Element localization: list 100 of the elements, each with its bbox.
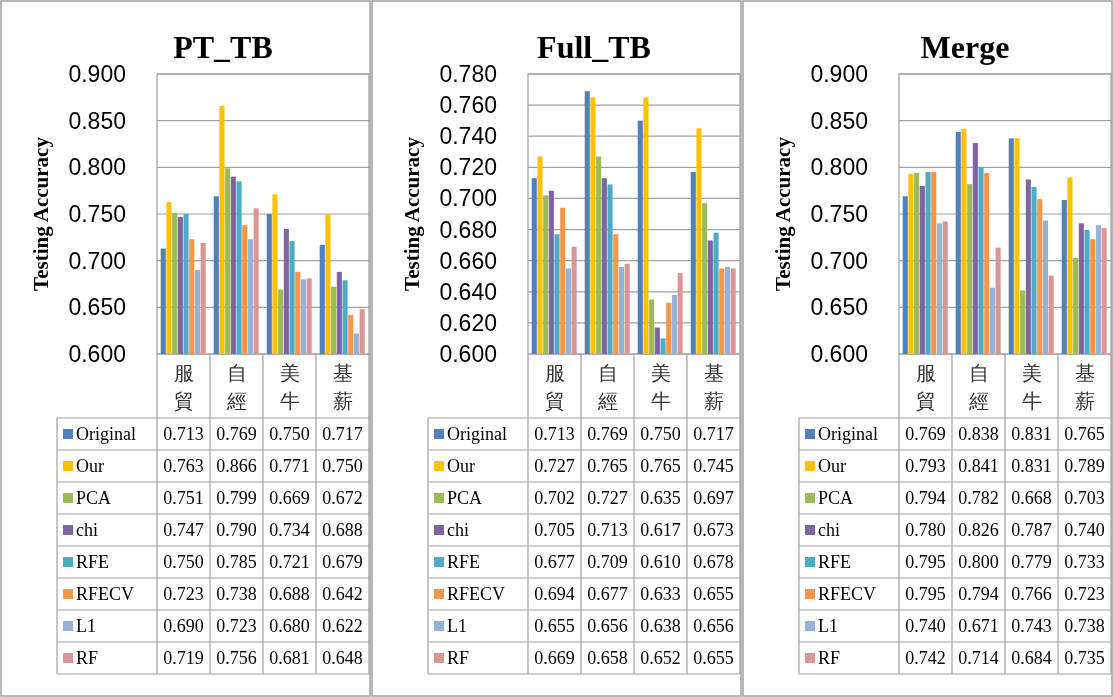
chart-title: Full_TB [537,29,651,65]
data-label: 0.738 [216,584,257,604]
x-tick-label: 服貿 [544,362,565,412]
data-label: 0.738 [1064,616,1105,636]
y-tick-label: 0.700 [68,247,126,274]
x-tick-label: 基薪 [703,362,724,412]
legend-label: RFECV [447,584,506,604]
y-tick-label: 0.850 [68,107,126,134]
data-label: 0.765 [1064,424,1105,444]
legend-label: PCA [447,488,483,508]
data-label: 0.826 [958,520,999,540]
y-tick-label: 0.780 [439,61,497,87]
data-label: 0.705 [534,520,575,540]
data-label: 0.717 [693,424,734,444]
data-label: 0.638 [640,616,681,636]
data-label: 0.831 [1011,424,1052,444]
y-tick-label: 0.900 [68,61,126,87]
y-tick-label: 0.620 [439,309,497,336]
y-tick-label: 0.850 [810,107,868,134]
y-axis-title: Testing Accuracy [29,136,53,291]
data-label: 0.694 [534,584,575,604]
legend-label: Original [76,424,136,444]
x-tick-label: 美牛 [279,362,300,412]
legend-label: Our [818,456,846,476]
data-label: 0.658 [587,648,628,668]
data-label: 0.766 [1011,584,1052,604]
data-label: 0.702 [534,488,575,508]
data-label: 0.838 [958,424,999,444]
data-label: 0.799 [216,488,257,508]
data-label: 0.673 [693,520,734,540]
data-label: 0.672 [322,488,363,508]
data-label: 0.740 [905,616,946,636]
data-label: 0.652 [640,648,681,668]
data-label: 0.690 [163,616,204,636]
data-label: 0.684 [1011,648,1052,668]
data-label: 0.642 [322,584,363,604]
data-label: 0.721 [269,552,310,572]
data-label: 0.681 [269,648,310,668]
y-tick-label: 0.760 [439,92,497,119]
data-label: 0.769 [587,424,628,444]
y-tick-label: 0.650 [68,294,126,321]
data-label: 0.635 [640,488,681,508]
y-tick-label: 0.650 [810,294,868,321]
data-label: 0.719 [163,648,204,668]
data-label: 0.769 [905,424,946,444]
y-tick-label: 0.720 [439,154,497,181]
data-label: 0.610 [640,552,681,572]
data-label: 0.622 [322,616,363,636]
data-label: 0.727 [534,456,575,476]
y-axis-title: Testing Accuracy [771,136,795,291]
data-label: 0.787 [1011,520,1052,540]
data-label: 0.771 [269,456,310,476]
data-label: 0.688 [269,584,310,604]
x-tick-label: 自經 [967,362,989,412]
legend-label: Original [447,424,507,444]
data-label: 0.765 [587,456,628,476]
y-tick-label: 0.600 [68,341,126,367]
legend-label: RFECV [818,584,877,604]
y-tick-label: 0.750 [68,201,126,227]
data-label: 0.789 [1064,456,1105,476]
legend-label: L1 [447,616,467,636]
data-label: 0.713 [163,424,204,444]
chart-title: Merge [920,29,1010,65]
x-tick-label: 美牛 [1021,362,1042,412]
data-label: 0.656 [693,616,734,636]
data-label: 0.713 [534,424,575,444]
y-tick-label: 0.680 [439,216,497,243]
data-label: 0.747 [163,520,204,540]
data-label: 0.793 [905,456,946,476]
data-label: 0.735 [1064,648,1105,668]
data-label: 0.841 [958,456,999,476]
y-axis-title: Testing Accuracy [400,136,424,291]
data-label: 0.742 [905,648,946,668]
data-label: 0.617 [640,520,681,540]
data-label: 0.723 [163,584,204,604]
data-label: 0.794 [958,584,999,604]
data-label: 0.785 [216,552,257,572]
y-tick-label: 0.800 [68,154,126,181]
data-label: 0.795 [905,552,946,572]
legend-label: RF [76,648,99,668]
y-tick-label: 0.750 [810,201,868,227]
legend-label: RFE [818,552,852,572]
data-label: 0.740 [1064,520,1105,540]
legend-label: chi [76,520,98,540]
legend-label: Our [76,456,104,476]
data-label: 0.709 [587,552,628,572]
data-label: 0.743 [1011,616,1052,636]
data-label: 0.648 [322,648,363,668]
legend-label: RF [818,648,841,668]
chart-title: PT_TB [173,29,273,65]
data-label: 0.688 [322,520,363,540]
y-tick-label: 0.660 [439,247,497,274]
data-label: 0.782 [958,488,999,508]
data-label: 0.669 [534,648,575,668]
data-label: 0.671 [958,616,999,636]
legend-label: RFE [76,552,110,572]
data-label: 0.795 [905,584,946,604]
legend-label: L1 [818,616,838,636]
data-label: 0.800 [958,552,999,572]
x-tick-label: 美牛 [650,362,671,412]
